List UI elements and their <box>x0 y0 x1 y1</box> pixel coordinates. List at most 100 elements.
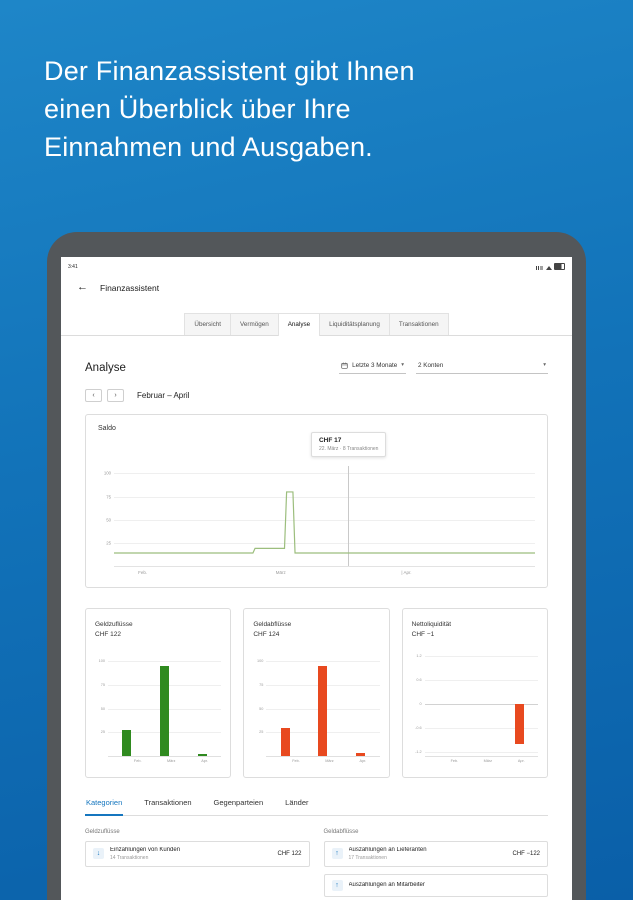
next-period-button[interactable]: › <box>107 389 124 402</box>
plot-area <box>108 652 222 757</box>
list-item-subtitle: 14 Transaktionen <box>110 854 149 861</box>
x-tick-label: Apr. <box>359 759 367 763</box>
period-filter-label: Letzte 3 Monate <box>352 362 398 369</box>
tablet-screen: 3:41 ← Finanzassistent Übersicht Vermögen… <box>61 257 572 900</box>
list-item[interactable]: ↑ Auszahlungen an Lieferanten 17 Transakti… <box>323 841 548 867</box>
gridline <box>108 661 222 663</box>
period-filter[interactable]: Letzte 3 Monate ▾ <box>339 362 406 374</box>
tab-vermögen[interactable]: Vermögen <box>230 313 279 335</box>
y-tick-label: 50 <box>100 706 105 711</box>
money-out-icon: ↑ <box>331 879 343 891</box>
category-lists: Geldzuflüsse ↓ Einzahlungen von Kunden 14 … <box>85 829 548 900</box>
x-tick-label: März <box>166 759 176 763</box>
saldo-card-title: Saldo <box>98 425 116 432</box>
hero-line-2: einen Überblick über Ihre <box>44 94 351 124</box>
y-tick-label: 75 <box>259 683 264 688</box>
selection-marker-line <box>348 466 350 566</box>
plot-area <box>424 652 538 757</box>
gridline <box>266 661 380 663</box>
accounts-filter[interactable]: 2 Konten ▾ <box>416 362 548 374</box>
back-arrow-icon[interactable]: ← <box>77 281 88 293</box>
filters: Letzte 3 Monate ▾ 2 Konten ▾ <box>339 362 548 374</box>
chevron-down-icon: ▾ <box>543 361 546 368</box>
y-tick-label: 50 <box>259 706 264 711</box>
saldo-plot: Feb. März | Apr. 100 75 50 25 <box>98 466 535 579</box>
gridline <box>114 496 535 498</box>
list-item-text: Auszahlungen an Mitarbeiter <box>349 882 425 888</box>
tab-liquiditätsplanung[interactable]: Liquiditätsplanung <box>319 313 390 335</box>
money-in-icon: ↓ <box>93 848 104 860</box>
list-item-subtitle: 17 Transaktionen <box>348 854 387 861</box>
app-title: Finanzassistent <box>100 282 160 293</box>
list-item-value: CHF 122 <box>277 850 302 857</box>
saldo-line <box>114 466 535 566</box>
bar <box>356 753 366 756</box>
x-tick-label: Feb. <box>133 759 142 763</box>
tab-länder[interactable]: Länder <box>285 798 309 807</box>
outflows-card: Geldabflüsse CHF 124 Feb. März Apr. 100 75 5… <box>243 608 390 778</box>
y-tick-label: 25 <box>259 730 264 735</box>
x-axis-labels: Feb. März Apr. <box>121 759 221 767</box>
content: Analyse Letzte 3 Monate ▾ <box>61 336 572 900</box>
outflows-list-column: Geldabflüsse ↑ Auszahlungen an Lieferante… <box>323 829 548 900</box>
y-tick-label: 75 <box>106 494 111 500</box>
plot-area <box>114 466 535 567</box>
outflows-card-title: Geldabflüsse <box>253 621 292 628</box>
list-item-text: Auszahlungen an Lieferanten 17 Transaktio… <box>349 847 427 861</box>
hero-line-1: Der Finanzassistent gibt Ihnen <box>44 56 415 86</box>
battery-icon <box>554 263 565 270</box>
y-tick-label: 50 <box>106 517 111 523</box>
x-tick-label: März <box>275 570 286 575</box>
prev-period-button[interactable]: ‹ <box>85 389 102 402</box>
tab-transaktionen[interactable]: Transaktionen <box>388 313 449 335</box>
tablet-frame: 3:41 ← Finanzassistent Übersicht Vermögen… <box>47 232 586 900</box>
y-tick-label: 25 <box>100 730 105 735</box>
list-item[interactable]: ↑ Auszahlungen an Mitarbeiter <box>323 873 548 897</box>
x-axis-labels: Feb. März | Apr. <box>130 570 535 579</box>
bar <box>318 666 328 756</box>
bar <box>514 704 524 744</box>
list-header: Geldabflüsse <box>323 829 359 835</box>
tooltip-value: CHF 17 <box>318 437 342 444</box>
gridline <box>424 704 538 705</box>
tab-transaktionen[interactable]: Transaktionen <box>144 798 192 807</box>
calendar-icon <box>341 362 348 369</box>
tab-kategorien[interactable]: Kategorien <box>85 798 124 816</box>
plot-area <box>266 652 380 757</box>
x-tick-label: Feb. <box>292 759 300 763</box>
y-tick-label: 100 <box>103 470 111 476</box>
status-bar: 3:41 <box>61 257 572 272</box>
outflows-card-value: CHF 124 <box>253 631 280 638</box>
list-item[interactable]: ↓ Einzahlungen von Kunden 14 Transaktionen… <box>85 841 310 867</box>
gridline <box>424 728 538 729</box>
inflows-card: Geldzuflüsse CHF 122 Feb. März Apr. 100 75 5… <box>85 608 232 778</box>
accounts-filter-label: 2 Konten <box>418 362 444 369</box>
inflows-card-value: CHF 122 <box>95 631 122 638</box>
y-tick-label: 100 <box>256 659 264 664</box>
saldo-chart[interactable]: CHF 17 22. März · 8 Transaktionen Feb. Mä… <box>98 432 535 579</box>
period-nav-row: ‹ › Februar – April <box>85 389 548 402</box>
list-item-text: Einzahlungen von Kunden 14 Transaktionen <box>110 847 180 861</box>
outflows-chart[interactable]: Feb. März Apr. 100 75 50 25 <box>253 652 380 767</box>
list-items: ↑ Auszahlungen an Lieferanten 17 Transakti… <box>323 841 548 897</box>
y-tick-label: -0.6 <box>415 726 422 730</box>
inflows-chart[interactable]: Feb. März Apr. 100 75 50 25 <box>95 652 222 767</box>
x-tick-label: Feb. <box>138 570 148 575</box>
tab-analyse[interactable]: Analyse <box>277 313 321 336</box>
mini-cards-row: Geldzuflüsse CHF 122 Feb. März Apr. 100 75 5… <box>85 608 548 778</box>
list-item-title: Einzahlungen von Kunden <box>110 847 181 853</box>
money-out-icon: ↑ <box>331 848 343 860</box>
analyse-header-row: Analyse Letzte 3 Monate ▾ <box>85 362 548 374</box>
netliquidity-card-value: CHF −1 <box>411 631 435 638</box>
y-tick-label: 75 <box>100 683 105 688</box>
list-item-title: Auszahlungen an Lieferanten <box>348 847 427 853</box>
netliquidity-card-title: Nettoliquidität <box>411 621 452 628</box>
y-tick-label: 25 <box>106 540 111 546</box>
bar <box>280 727 290 756</box>
hero-line-3: Einnahmen und Ausgaben. <box>44 132 373 162</box>
tab-übersicht[interactable]: Übersicht <box>184 313 232 335</box>
tab-gegenparteien[interactable]: Gegenparteien <box>213 798 264 807</box>
netliquidity-chart[interactable]: Feb. März Apr. 1.2 0.6 0 -0.6 -1.2 <box>412 652 538 767</box>
gridline <box>424 680 538 681</box>
app-tab-bar: Übersicht Vermögen Analyse Liquiditätsplanu… <box>61 313 572 336</box>
